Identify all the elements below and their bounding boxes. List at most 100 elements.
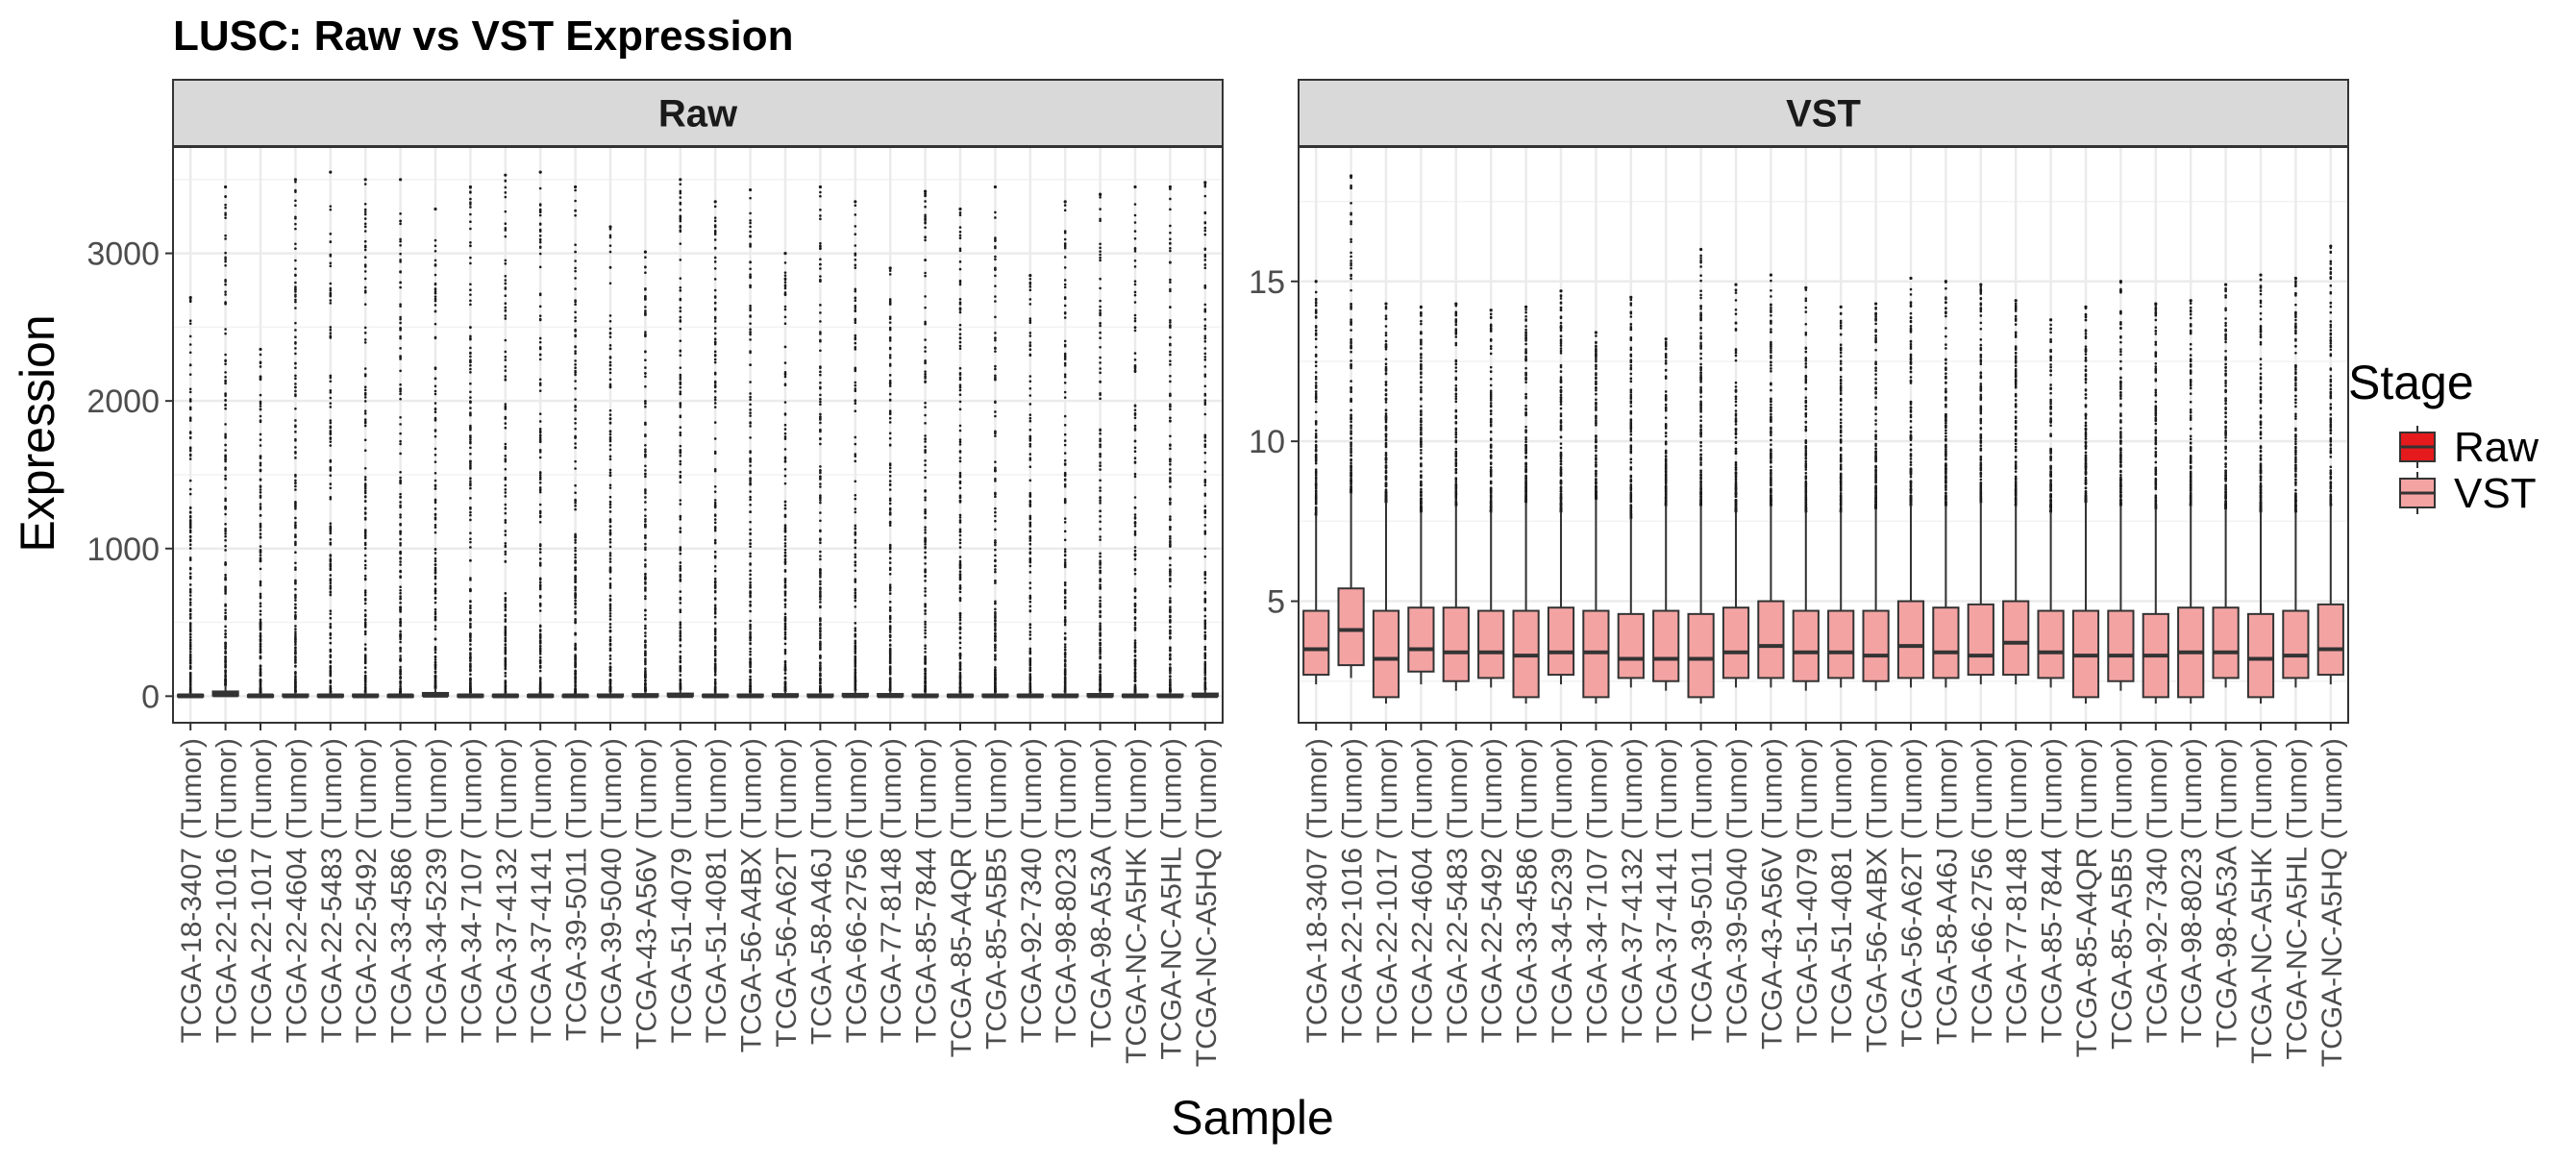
outlier-point xyxy=(574,644,577,648)
outlier-point xyxy=(294,643,297,646)
outlier-point xyxy=(713,468,717,471)
outlier-point xyxy=(363,677,367,680)
outlier-point xyxy=(679,415,682,419)
outlier-point xyxy=(608,413,612,416)
outlier-point xyxy=(679,531,682,533)
outlier-point xyxy=(259,672,262,675)
outlier-point xyxy=(819,568,822,572)
outlier-point xyxy=(679,608,682,611)
outlier-point xyxy=(924,570,927,574)
outlier-point xyxy=(188,534,192,538)
outlier-point xyxy=(819,511,822,514)
outlier-point xyxy=(329,402,333,405)
outlier-point xyxy=(329,609,333,612)
outlier-point xyxy=(188,594,192,597)
outlier-point xyxy=(958,236,962,240)
outlier-point xyxy=(924,377,927,380)
outlier-point xyxy=(958,247,962,251)
outlier-point xyxy=(608,629,612,632)
outlier-point xyxy=(363,217,367,220)
outlier-point xyxy=(538,186,542,190)
outlier-point xyxy=(854,253,857,256)
outlier-point xyxy=(679,481,682,484)
outlier-point xyxy=(1099,580,1102,583)
outlier-point xyxy=(433,658,437,661)
outlier-point xyxy=(644,350,647,354)
outlier-point xyxy=(294,568,297,571)
outlier-point xyxy=(363,208,367,211)
outlier-point xyxy=(1203,185,1207,188)
outlier-point xyxy=(713,518,717,521)
outlier-point xyxy=(1169,584,1172,588)
outlier-point xyxy=(469,256,472,259)
box-TCGA-37-4132 (Tumor) xyxy=(491,173,519,699)
outlier-point xyxy=(329,436,333,439)
outlier-point xyxy=(854,658,857,662)
outlier-point xyxy=(329,559,333,563)
outlier-point xyxy=(749,464,752,467)
outlier-point xyxy=(888,298,892,301)
outlier-point xyxy=(574,199,577,203)
outlier-point xyxy=(504,560,508,563)
outlier-point xyxy=(854,596,857,600)
outlier-point xyxy=(819,471,822,475)
outlier-point xyxy=(538,210,542,214)
outlier-point xyxy=(994,677,997,679)
outlier-point xyxy=(994,210,997,214)
outlier-point xyxy=(188,556,192,559)
outlier-point xyxy=(574,333,577,337)
outlier-point xyxy=(399,656,402,660)
outlier-point xyxy=(469,464,472,467)
outlier-point xyxy=(854,287,857,291)
outlier-point xyxy=(819,587,822,591)
outlier-point xyxy=(713,389,717,393)
outlier-point xyxy=(574,599,577,603)
outlier-point xyxy=(259,444,262,447)
outlier-point xyxy=(679,470,682,474)
outlier-point xyxy=(504,636,508,640)
outlier-point xyxy=(713,260,717,263)
outlier-point xyxy=(749,680,752,684)
outlier-point xyxy=(224,512,227,516)
outlier-point xyxy=(399,285,402,289)
outlier-point xyxy=(1203,303,1207,307)
outlier-point xyxy=(224,652,227,655)
outlier-point xyxy=(994,655,997,658)
outlier-point xyxy=(469,483,472,487)
outlier-point xyxy=(749,569,752,573)
outlier-point xyxy=(363,396,367,399)
outlier-point xyxy=(574,683,577,686)
outlier-point xyxy=(574,210,577,212)
outlier-point xyxy=(504,375,508,378)
outlier-point xyxy=(399,496,402,499)
outlier-point xyxy=(1133,616,1137,619)
outlier-point xyxy=(504,210,508,213)
outlier-point xyxy=(224,664,227,668)
outlier-point xyxy=(679,183,682,185)
outlier-point xyxy=(749,196,752,200)
outlier-point xyxy=(259,651,262,655)
outlier-point xyxy=(329,612,333,615)
outlier-point xyxy=(679,449,682,452)
outlier-point xyxy=(1203,547,1207,551)
outlier-point xyxy=(783,642,787,646)
outlier-point xyxy=(749,657,752,660)
outlier-point xyxy=(819,349,822,353)
outlier-point xyxy=(819,582,822,586)
outlier-point xyxy=(924,205,927,209)
outlier-point xyxy=(469,371,472,374)
outlier-point xyxy=(924,238,927,242)
outlier-point xyxy=(888,609,892,612)
outlier-point xyxy=(888,556,892,560)
outlier-point xyxy=(224,538,227,542)
outlier-point xyxy=(504,356,508,358)
outlier-point xyxy=(608,552,612,555)
outlier-point xyxy=(1133,549,1137,553)
outlier-point xyxy=(958,533,962,537)
outlier-point xyxy=(224,206,227,210)
outlier-point xyxy=(259,559,262,563)
outlier-point xyxy=(713,295,717,298)
outlier-point xyxy=(329,326,333,329)
outlier-point xyxy=(1063,521,1067,524)
outlier-point xyxy=(363,674,367,678)
